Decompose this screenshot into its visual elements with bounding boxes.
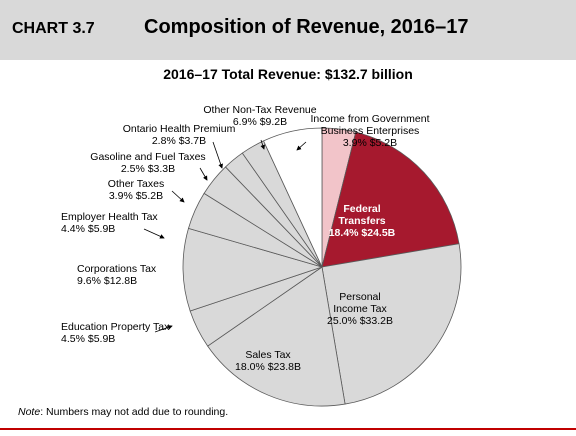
pie-slice-other-non-tax-revenue	[263, 127, 323, 268]
pie-slice-sales-tax	[207, 266, 346, 407]
pie-slice-corporations-tax	[182, 227, 324, 312]
chart-title: Composition of Revenue, 2016–17	[144, 16, 469, 38]
leader-line-other-non-tax-revenue	[260, 139, 266, 150]
leader-line-employer-health-tax	[143, 228, 165, 239]
slice-label-federal-transfers: Federal Transfers 18.4% $24.5B	[329, 203, 396, 239]
bottom-rule	[0, 428, 576, 430]
slice-label-employer-health-tax: Employer Health Tax 4.4% $5.9B	[61, 211, 158, 235]
leader-line-education-property-tax	[154, 325, 173, 333]
slice-label-sales-tax: Sales Tax 18.0% $23.8B	[235, 349, 301, 373]
slice-label-other-non-tax-revenue: Other Non-Tax Revenue 6.9% $9.2B	[203, 104, 316, 128]
pie-slice-personal-income-tax	[321, 243, 462, 405]
slice-label-gasoline-and-fuel-taxes: Gasoline and Fuel Taxes 2.5% $3.3B	[90, 151, 205, 175]
leader-line-income-from-government-business-enterprises	[296, 141, 307, 151]
leader-line-gasoline-and-fuel-taxes	[199, 167, 208, 181]
footnote-label: Note	[18, 406, 41, 418]
leader-line-ontario-health-premium	[212, 141, 223, 169]
slice-label-corporations-tax: Corporations Tax 9.6% $12.8B	[77, 263, 157, 287]
pie-slice-federal-transfers	[321, 131, 460, 268]
chart-number: CHART 3.7	[12, 20, 95, 37]
slice-label-income-from-government-business-enterprises: Income from Government Business Enterpris…	[310, 113, 429, 149]
slice-label-other-taxes: Other Taxes 3.9% $5.2B	[108, 178, 164, 202]
leader-line-other-taxes	[171, 190, 185, 203]
chart-header-band: CHART 3.7 Composition of Revenue, 2016–1…	[0, 0, 576, 60]
slice-label-education-property-tax: Education Property Tax 4.5% $5.9B	[61, 321, 170, 345]
slice-label-ontario-health-premium: Ontario Health Premium 2.8% $3.7B	[123, 123, 236, 147]
footnote-text: : Numbers may not add due to rounding.	[40, 406, 229, 418]
footnote: Note: Numbers may not add due to roundin…	[18, 406, 228, 418]
slice-label-personal-income-tax: Personal Income Tax 25.0% $33.2B	[327, 291, 393, 327]
chart-subtitle: 2016–17 Total Revenue: $132.7 billion	[163, 66, 413, 82]
